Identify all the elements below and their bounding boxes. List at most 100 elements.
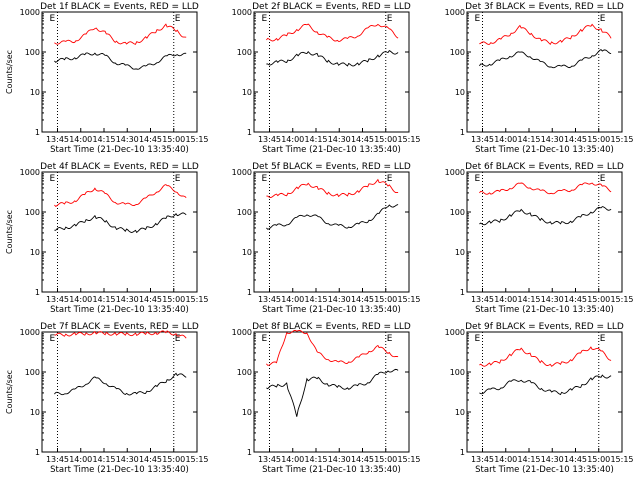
chart-title: Det 2f BLACK = Events, RED = LLD (252, 2, 411, 12)
y-tick-label: 10 (242, 408, 252, 417)
lld-series-line (266, 23, 399, 42)
chart-title: Det 1f BLACK = Events, RED = LLD (40, 2, 199, 12)
chart-panel-5: Det 5f BLACK = Events, RED = LLD 1 10 100 10… (232, 162, 421, 315)
x-tick-label: 13:45 (258, 135, 281, 144)
plot-frame (466, 331, 623, 453)
x-tick-label: 15:00 (374, 455, 397, 464)
y-tick-label: 10 (455, 408, 465, 417)
y-tick-label: 1 (460, 288, 465, 297)
x-axis-label: Start Time (21-Dec-10 13:35:40) (50, 465, 189, 475)
x-tick-label: 14:30 (116, 135, 139, 144)
y-tick-label: 100 (237, 48, 252, 57)
x-tick-label: 15:15 (185, 295, 208, 304)
x-tick-label: 14:45 (139, 295, 162, 304)
events-series-line (479, 374, 612, 396)
event-marker-label: E (262, 334, 268, 344)
y-tick-label: 100 (450, 208, 465, 217)
event-marker-label: E (175, 174, 181, 184)
y-tick-label: 1000 (232, 328, 252, 337)
x-tick-label: 15:15 (397, 295, 420, 304)
x-tick-label: 13:45 (258, 295, 281, 304)
x-tick-label: 15:15 (610, 295, 633, 304)
y-tick-label: 1000 (232, 168, 252, 177)
x-tick-label: 15:15 (610, 455, 633, 464)
chart-title: Det 9f BLACK = Events, RED = LLD (465, 322, 624, 332)
events-series-line (266, 204, 399, 230)
y-tick-label: 10 (30, 248, 40, 257)
chart-panel-4: Det 4f BLACK = Events, RED = LLD 1 10 100 10… (5, 162, 209, 315)
lld-series-line (54, 184, 187, 207)
x-tick-label: 14:15 (92, 135, 115, 144)
event-marker-label: E (262, 174, 268, 184)
y-tick-label: 100 (237, 208, 252, 217)
event-marker-label: E (387, 334, 393, 344)
y-axis-label: Counts/sec (5, 210, 14, 254)
chart-title: Det 6f BLACK = Events, RED = LLD (465, 162, 624, 172)
y-tick-label: 100 (237, 368, 252, 377)
y-tick-label: 1 (35, 288, 40, 297)
lld-series-line (479, 23, 612, 46)
x-tick-label: 15:00 (374, 295, 397, 304)
y-tick-label: 10 (242, 88, 252, 97)
x-tick-label: 14:00 (281, 295, 304, 304)
chart-title: Det 7f BLACK = Events, RED = LLD (40, 322, 199, 332)
x-tick-label: 15:00 (374, 135, 397, 144)
x-tick-label: 14:00 (494, 295, 517, 304)
y-tick-label: 1 (247, 448, 252, 457)
y-tick-label: 100 (450, 48, 465, 57)
y-tick-label: 1 (35, 448, 40, 457)
event-marker-label: E (600, 14, 606, 24)
events-series-line (54, 52, 187, 70)
y-tick-label: 100 (450, 368, 465, 377)
x-tick-label: 15:15 (397, 135, 420, 144)
x-tick-label: 15:15 (610, 135, 633, 144)
x-tick-label: 13:45 (46, 135, 69, 144)
y-tick-label: 1 (35, 128, 40, 137)
chart-panel-6: Det 6f BLACK = Events, RED = LLD 1 10 100 10… (445, 162, 634, 315)
plot-frame (41, 331, 198, 453)
y-tick-label: 1000 (232, 8, 252, 17)
x-tick-label: 14:00 (281, 135, 304, 144)
x-tick-label: 14:45 (564, 135, 587, 144)
plot-frame (41, 11, 198, 133)
event-marker-label: E (50, 334, 56, 344)
event-marker-label: E (175, 334, 181, 344)
x-tick-label: 13:45 (258, 455, 281, 464)
plot-frame (41, 171, 198, 293)
x-tick-label: 14:00 (69, 295, 92, 304)
x-tick-label: 14:00 (281, 455, 304, 464)
lld-series-line (479, 346, 612, 367)
x-tick-label: 15:15 (397, 455, 420, 464)
x-tick-label: 14:45 (351, 135, 374, 144)
y-tick-label: 10 (30, 408, 40, 417)
y-tick-label: 10 (30, 88, 40, 97)
lld-series-line (54, 330, 187, 339)
x-tick-label: 14:00 (69, 455, 92, 464)
x-tick-label: 14:15 (517, 455, 540, 464)
lld-series-line (266, 329, 399, 366)
y-axis-label: Counts/sec (5, 370, 14, 414)
chart-title: Det 8f BLACK = Events, RED = LLD (252, 322, 411, 332)
x-tick-label: 15:00 (587, 135, 610, 144)
x-tick-label: 14:30 (541, 455, 564, 464)
x-tick-label: 15:00 (587, 295, 610, 304)
x-tick-label: 14:15 (517, 295, 540, 304)
event-marker-label: E (475, 14, 481, 24)
x-tick-label: 13:45 (471, 135, 494, 144)
x-tick-label: 13:45 (471, 455, 494, 464)
x-tick-label: 14:15 (304, 295, 327, 304)
y-tick-label: 1 (247, 128, 252, 137)
x-tick-label: 14:30 (116, 295, 139, 304)
events-series-line (54, 212, 187, 234)
x-tick-label: 14:45 (564, 295, 587, 304)
chart-panel-2: Det 2f BLACK = Events, RED = LLD 1 10 100 10… (232, 2, 421, 155)
events-series-line (54, 372, 187, 396)
x-tick-label: 14:30 (328, 295, 351, 304)
x-tick-label: 14:15 (517, 135, 540, 144)
event-marker-label: E (175, 14, 181, 24)
event-marker-label: E (262, 14, 268, 24)
x-tick-label: 14:30 (541, 295, 564, 304)
x-tick-label: 14:30 (328, 455, 351, 464)
plot-frame (253, 11, 410, 133)
